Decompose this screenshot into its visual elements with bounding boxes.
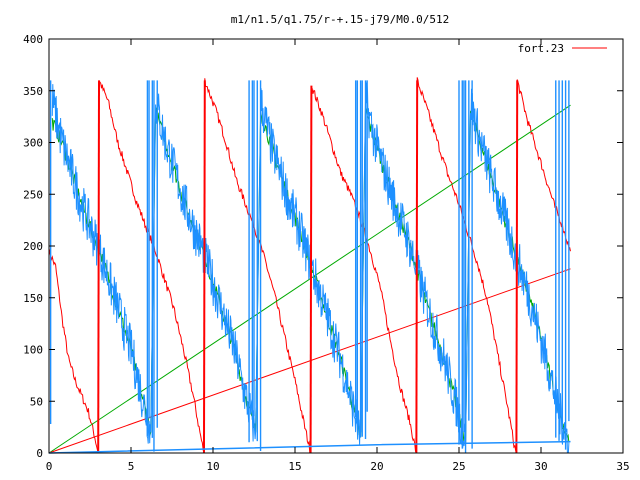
- reset-mark: [309, 85, 313, 454]
- series-line-1: [48, 104, 571, 454]
- y-tick-label: 200: [23, 240, 43, 253]
- x-tick-label: 0: [46, 460, 53, 473]
- y-tick-label: 250: [23, 188, 43, 201]
- x-tick-label: 35: [616, 460, 629, 473]
- legend-label-fort-23: fort.23: [518, 42, 564, 55]
- y-tick-label: 150: [23, 292, 43, 305]
- y-tick-label: 50: [30, 395, 43, 408]
- legend: fort.23: [518, 42, 607, 55]
- y-tick-label: 350: [23, 85, 43, 98]
- x-tick-label: 5: [128, 460, 135, 473]
- x-tick-label: 20: [370, 460, 383, 473]
- x-tick-label: 25: [452, 460, 465, 473]
- plot-layer: [48, 77, 571, 454]
- y-tick-label: 0: [36, 447, 43, 460]
- x-tick-label: 30: [534, 460, 547, 473]
- series-line-2: [48, 268, 571, 454]
- y-tick-label: 300: [23, 137, 43, 150]
- plot-frame: [48, 38, 624, 454]
- y-tick-label: 100: [23, 344, 43, 357]
- reset-mark: [515, 80, 519, 454]
- x-tick-label: 15: [288, 460, 301, 473]
- y-tick-label: 400: [23, 33, 43, 46]
- reset-mark: [415, 80, 419, 454]
- x-tick-label: 10: [206, 460, 219, 473]
- reset-mark: [97, 80, 101, 454]
- reset-mark: [202, 80, 206, 454]
- chart-title: m1/n1.5/q1.75/r-+.15-j79/M0.0/512: [231, 13, 450, 26]
